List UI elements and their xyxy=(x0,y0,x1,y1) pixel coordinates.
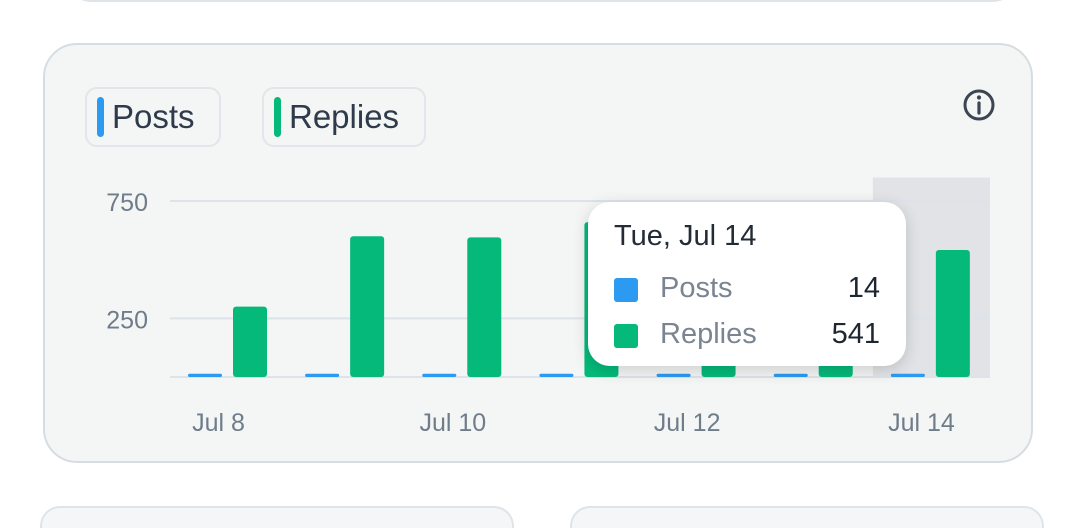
bar-posts xyxy=(656,373,691,377)
chart-tooltip: Tue, Jul 14 Posts 14 Replies 541 xyxy=(588,202,906,366)
legend-replies-swatch xyxy=(274,97,281,137)
tooltip-posts-label: Posts xyxy=(660,272,733,304)
legend-replies-label: Replies xyxy=(289,98,400,135)
x-tick-label: Jul 10 xyxy=(419,409,486,437)
bar-posts xyxy=(422,373,457,377)
tooltip-replies-label: Replies xyxy=(660,318,757,350)
bar-posts xyxy=(890,373,925,377)
legend-posts-swatch xyxy=(97,97,104,137)
next-card-edge-left xyxy=(40,506,514,528)
bar-replies xyxy=(467,237,502,377)
next-card-edge-right xyxy=(570,506,1044,528)
tooltip-posts-swatch xyxy=(614,278,638,302)
y-tick-label: 750 xyxy=(106,189,148,217)
bar-replies xyxy=(935,250,970,377)
legend-posts-label: Posts xyxy=(112,98,195,135)
bar-chart: 250 750 Jul 8 Jul 10 Jul 12 Jul 14 xyxy=(106,177,990,437)
x-tick-label: Jul 12 xyxy=(654,409,721,437)
x-tick-label: Jul 8 xyxy=(192,409,245,437)
bar-posts xyxy=(188,373,222,377)
tooltip-date: Tue, Jul 14 xyxy=(614,220,757,252)
y-tick-label: 250 xyxy=(106,306,148,334)
x-tick-label: Jul 14 xyxy=(888,409,955,437)
bar-replies xyxy=(233,306,267,377)
bar-posts xyxy=(773,373,808,377)
tooltip-row-replies: Replies 541 xyxy=(614,318,880,354)
bar-posts xyxy=(305,373,340,377)
bar-replies xyxy=(350,236,385,377)
tooltip-posts-value: 14 xyxy=(847,272,880,304)
legend-replies-toggle[interactable]: Replies xyxy=(262,87,426,147)
tooltip-replies-swatch xyxy=(614,324,638,348)
bar-posts xyxy=(539,373,574,377)
legend-posts-toggle[interactable]: Posts xyxy=(85,87,221,147)
info-circle-icon[interactable] xyxy=(961,87,997,123)
tooltip-row-posts: Posts 14 xyxy=(614,272,880,308)
tooltip-replies-value: 541 xyxy=(831,318,880,350)
